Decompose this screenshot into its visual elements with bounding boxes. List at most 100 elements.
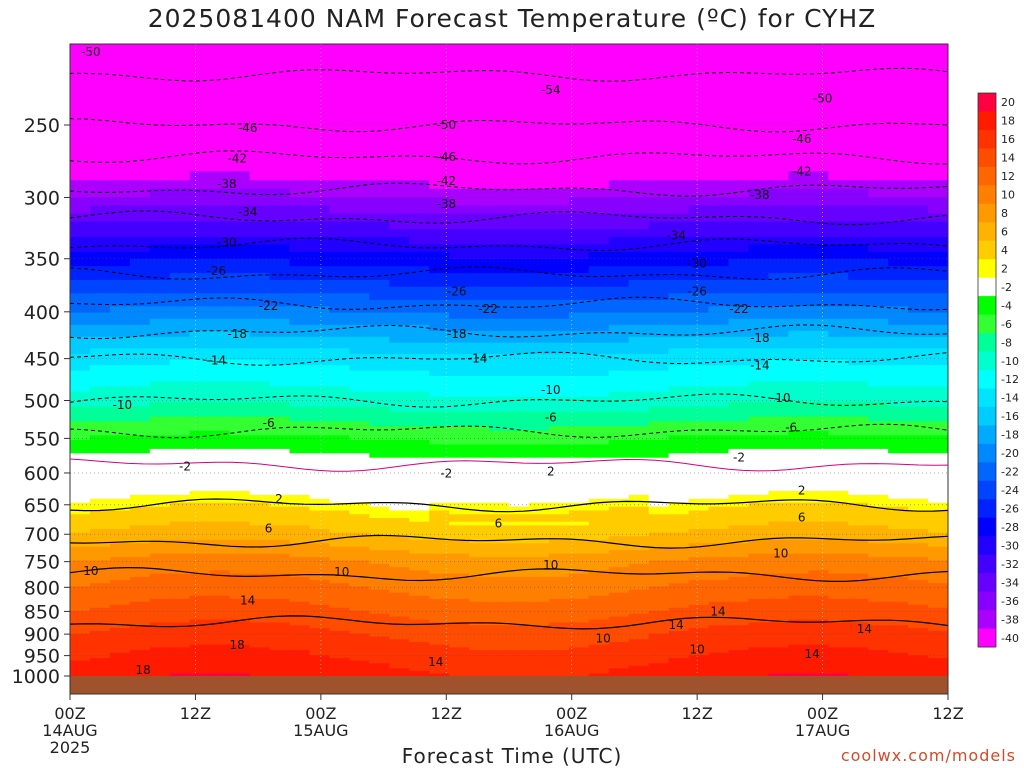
field-cell [449,482,470,488]
field-cell [70,359,91,366]
field-cell [568,570,590,575]
field-cell [708,401,730,408]
field-cell [868,391,889,398]
field-cell [409,8,430,22]
field-cell [648,124,670,135]
field-cell [449,306,470,314]
field-cell [189,502,211,508]
field-cell [529,580,550,584]
field-cell [109,604,131,609]
field-cell [788,529,809,534]
field-cell [808,444,829,450]
field-cell [648,539,670,544]
field-cell [349,370,370,377]
field-cell [489,171,510,181]
field-cell [289,439,311,445]
field-cell [269,46,291,60]
field-cell [90,536,111,541]
field-cell [728,610,750,615]
field-cell [668,491,690,496]
field-cell [149,348,171,355]
field-cell [628,81,650,94]
field-cell [429,439,450,445]
field-cell [90,487,111,492]
field-cell [70,628,91,632]
field-cell [90,180,111,190]
field-cell [189,616,211,621]
field-cell [249,601,271,606]
field-cell [429,213,450,223]
field-cell [548,124,570,135]
field-cell [828,188,849,198]
field-cell [469,462,490,467]
field-cell [429,416,450,422]
field-cell [548,411,570,418]
field-cell [848,396,869,403]
field-cell [189,628,211,632]
field-cell [429,628,450,632]
field-cell [489,580,510,584]
field-cell [489,448,510,454]
field-cell [928,586,948,591]
field-cell [568,482,590,488]
field-cell [848,622,869,626]
field-cell [648,453,670,459]
field-cell [548,354,570,361]
field-cell [908,532,929,537]
field-cell [848,318,869,326]
field-cell [728,495,750,500]
field-cell [149,444,171,450]
field-cell [149,529,171,534]
field-cell [129,495,151,500]
field-cell [389,324,410,332]
field-cell [649,0,670,9]
field-cell [888,58,909,71]
field-cell [489,205,510,215]
field-cell [608,103,630,115]
field-cell [509,589,530,594]
field-cell [748,457,770,463]
field-cell [269,560,291,565]
field-cell [129,518,151,523]
field-cell [329,580,350,584]
field-cell [608,553,630,558]
field-cell [189,370,211,377]
field-cell [90,498,111,504]
field-cell [409,180,430,190]
field-cell [648,570,670,575]
field-cell [149,103,171,115]
field-cell [489,330,510,338]
field-cell [568,448,590,454]
field-cell [90,430,111,436]
field-cell [329,462,350,467]
field-cell [828,478,849,484]
field-cell [90,607,111,612]
field-cell [409,312,430,320]
field-cell [189,529,211,534]
field-cell [668,133,690,145]
field-cell [548,573,570,578]
field-cell [289,532,311,537]
field-cell [489,229,510,238]
field-cell [389,8,410,22]
field-cell [688,457,710,463]
field-cell [728,482,750,488]
field-cell [189,625,211,629]
field-cell [848,457,869,463]
field-cell [908,529,929,534]
field-cell [788,613,809,618]
field-cell [229,266,251,274]
field-cell [648,103,670,115]
field-cell [109,491,131,496]
field-cell [808,622,829,626]
field-cell [628,103,650,115]
field-cell [129,416,151,422]
field-cell [788,610,809,615]
field-cell [928,560,948,565]
field-cell [868,133,889,145]
field-cell [529,318,550,326]
field-cell [129,143,151,154]
field-cell [928,221,948,230]
field-cell [189,595,211,600]
field-cell [768,580,789,584]
